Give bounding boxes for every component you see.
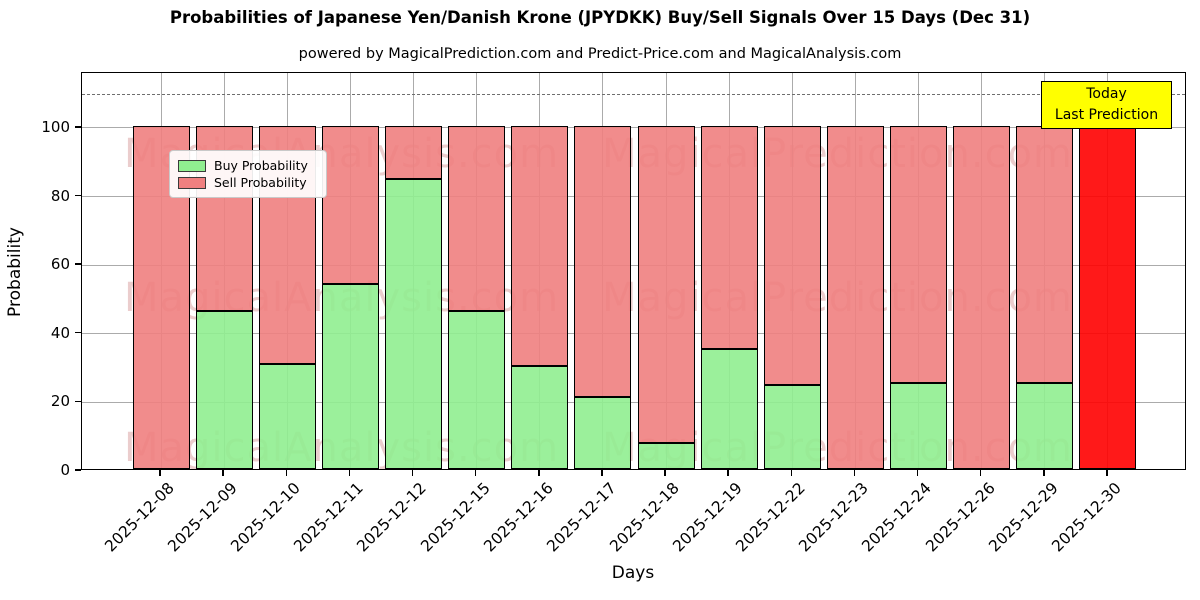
x-tick (285, 470, 287, 476)
buy-bar-segment (763, 384, 821, 469)
sell-bar-segment (1079, 125, 1137, 469)
x-tick (538, 470, 540, 476)
today-annotation-line2: Last Prediction (1054, 107, 1159, 123)
x-tick (664, 470, 666, 476)
legend-swatch-buy (178, 159, 206, 172)
sell-bar-segment (890, 125, 948, 384)
buy-bar-segment (700, 348, 758, 469)
buy-bar-segment (574, 396, 632, 469)
sell-bar-segment (448, 125, 506, 312)
y-tick-label: 20 (50, 392, 70, 411)
buy-bar-segment (1016, 383, 1074, 469)
x-tick (1043, 470, 1045, 476)
h-gridline (82, 127, 1185, 129)
buy-bar-segment (195, 311, 253, 469)
today-annotation-line1: Today (1086, 86, 1127, 102)
sell-bar-segment (700, 125, 758, 349)
x-tick (790, 470, 792, 476)
y-tick (75, 332, 81, 334)
y-tick-label: 0 (60, 461, 70, 479)
sell-bar-segment (763, 125, 821, 385)
buy-bar-segment (448, 311, 506, 469)
legend-item-sell: Sell Probability (178, 174, 318, 191)
y-tick-label: 80 (50, 186, 70, 205)
buy-bar-segment (511, 366, 569, 469)
legend-label-sell: Sell Probability (214, 175, 307, 190)
buy-bar-segment (321, 283, 379, 469)
bar-group (321, 125, 379, 469)
y-tick (75, 263, 81, 265)
bar-group (448, 125, 506, 469)
bar-group (953, 125, 1011, 469)
today-annotation: Today Last Prediction (1041, 81, 1172, 129)
bar-group (826, 125, 884, 469)
h-gridline (82, 401, 1185, 403)
y-tick (75, 469, 81, 471)
bar-group (574, 125, 632, 469)
buy-bar-segment (637, 443, 695, 469)
y-tick-label: 60 (50, 255, 70, 274)
bar-group (763, 125, 821, 469)
bar-group (890, 125, 948, 469)
legend: Buy Probability Sell Probability (169, 150, 327, 198)
threshold-dashed-line (82, 93, 1185, 95)
plot-area: MagicalAnalysis.comMagicalPrediction.com… (81, 72, 1186, 470)
x-tick (916, 470, 919, 476)
x-tick (222, 470, 224, 476)
y-tick (75, 400, 81, 403)
chart-subtitle: powered by MagicalPrediction.com and Pre… (298, 46, 902, 62)
x-tick (411, 470, 414, 476)
y-tick-label: 100 (41, 117, 70, 136)
buy-bar-segment (890, 383, 948, 469)
sell-bar-segment (511, 125, 569, 367)
bar-group (511, 125, 569, 469)
buy-bar-segment (385, 179, 443, 469)
x-tick (348, 470, 351, 476)
legend-item-buy: Buy Probability (178, 157, 318, 174)
x-tick (979, 470, 982, 476)
x-tick (474, 470, 477, 476)
y-tick (75, 194, 81, 197)
sell-bar-segment (953, 125, 1011, 469)
bar-group (637, 125, 695, 469)
sell-bar-segment (574, 125, 632, 397)
x-tick (601, 470, 603, 476)
x-tick (159, 470, 161, 476)
sell-bar-segment (826, 125, 884, 469)
y-tick (75, 126, 81, 128)
bar-group (1016, 125, 1074, 469)
plot-inner: MagicalAnalysis.comMagicalPrediction.com… (82, 73, 1185, 469)
sell-bar-segment (321, 125, 379, 284)
bar-group (700, 125, 758, 469)
bar-group (385, 125, 443, 469)
legend-label-buy: Buy Probability (214, 158, 308, 173)
x-tick (727, 470, 729, 476)
y-tick-label: 40 (50, 323, 70, 342)
bar-group (1079, 125, 1137, 469)
x-tick (1106, 470, 1108, 476)
sell-bar-segment (1016, 125, 1074, 384)
sell-bar-segment (385, 125, 443, 180)
buy-bar-segment (258, 364, 316, 469)
x-tick (853, 470, 856, 476)
x-axis-label: Days (611, 563, 655, 583)
legend-swatch-sell (178, 176, 206, 189)
sell-bar-segment (637, 125, 695, 444)
chart-title: Probabilities of Japanese Yen/Danish Kro… (169, 8, 1031, 27)
h-gridline (82, 264, 1185, 266)
h-gridline (82, 196, 1185, 198)
h-gridline (82, 333, 1185, 335)
